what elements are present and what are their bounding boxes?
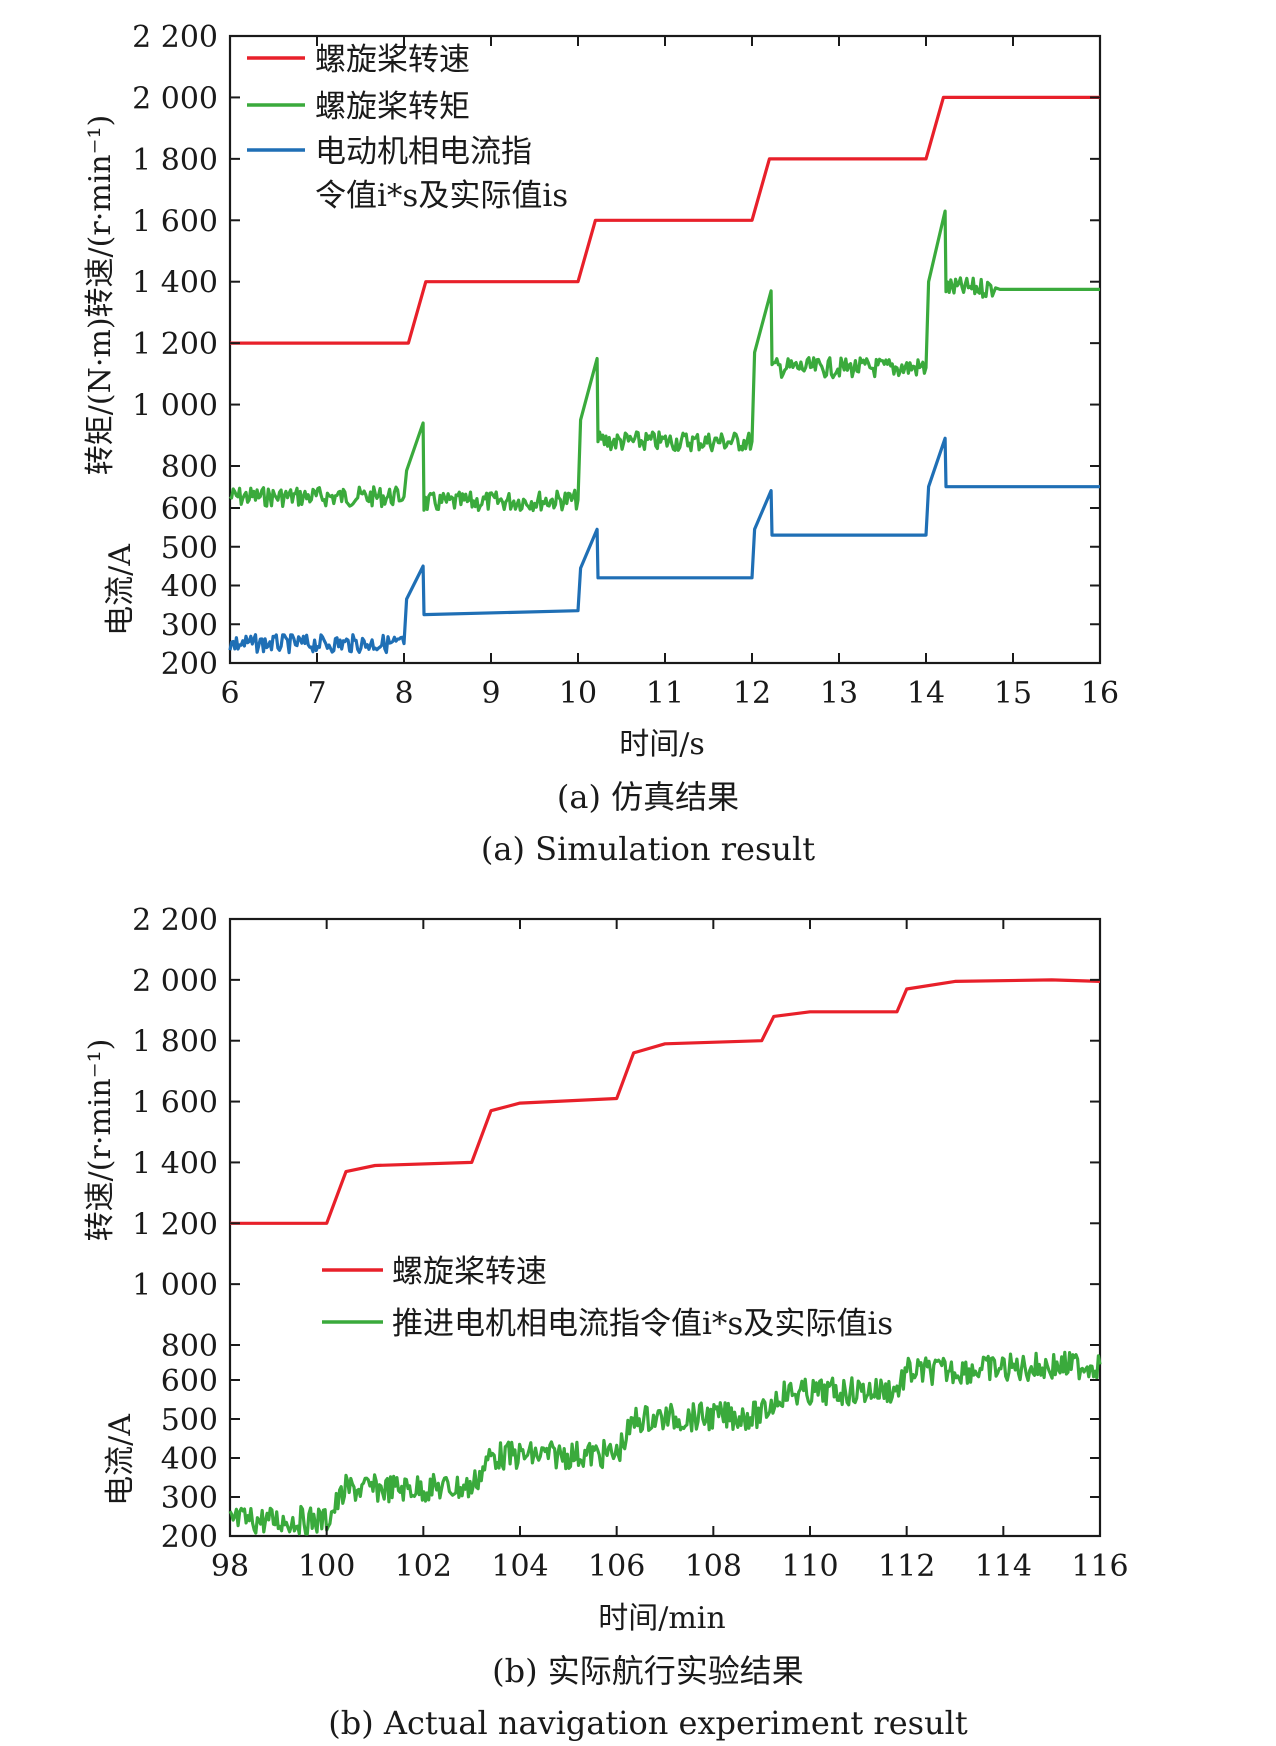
y-tick-label-upper: 1 800 [132,1025,218,1060]
legend-label-torque: 螺旋桨转矩 [315,89,470,125]
y-tick-label-upper: 1 000 [132,389,218,424]
chart-a-simulation: 6 7 8 9 10 11 12 13 14 15 16 800 1 000 1 200 1 400 1 60… [83,20,1119,868]
y-tick-label-lower: 400 [161,570,218,605]
x-tick-label: 110 [781,1549,838,1584]
y-tick-label-upper: 1 200 [132,327,218,362]
y-tick-label-upper: 1 400 [132,1146,218,1181]
series-line-speed [230,978,1101,1225]
x-tick-label: 116 [1071,1549,1128,1584]
y-tick-label-upper: 800 [161,450,218,485]
chart-b-legend: 螺旋桨转速 推进电机相电流指令值i*s及实际值is [322,1254,893,1342]
legend-label-speed: 螺旋桨转速 [315,42,470,78]
chart-b-navigation: 98 100 102 104 106 108 110 112 114 116 800 1 000 1 2… [83,903,1129,1742]
x-tick-label: 15 [994,676,1032,711]
legend-label-speed: 螺旋桨转速 [392,1254,547,1290]
series-line-current [228,436,1100,655]
chart-a-ticks: 6 7 8 9 10 11 12 13 14 15 16 800 1 000 1 200 1 400 1 60… [132,20,1119,711]
series-line-torque [228,1350,1102,1536]
y-tick-label-lower: 400 [161,1442,218,1477]
x-tick-label: 102 [395,1549,452,1584]
x-tick-label: 104 [491,1549,548,1584]
chart-b-caption-cn: (b) 实际航行实验结果 [492,1652,804,1690]
y-tick-label-upper: 800 [161,1329,218,1364]
chart-a-caption-en: (a) Simulation result [481,830,815,868]
x-tick-label: 8 [394,676,413,711]
x-tick-label: 7 [307,676,326,711]
chart-a-series-group [228,95,1100,655]
y-tick-label-upper: 2 200 [132,20,218,55]
chart-a-legend: 螺旋桨转速 螺旋桨转矩 电动机相电流指 令值i*s及实际值is [247,42,568,214]
x-tick-label: 106 [588,1549,645,1584]
y-tick-label-upper: 1 600 [132,1086,218,1121]
chart-a-ylabel-top: 转矩/(N·m)转速/(r·min⁻¹) [83,115,118,475]
chart-b-plot-frame [228,917,1102,1538]
x-tick-label: 12 [733,676,771,711]
y-tick-label-upper: 1 400 [132,266,218,301]
legend-label-current: 推进电机相电流指令值i*s及实际值is [392,1306,893,1342]
x-tick-label: 11 [646,676,684,711]
y-tick-label-upper: 1 000 [132,1268,218,1303]
x-tick-label: 114 [975,1549,1032,1584]
x-tick-label: 10 [559,676,597,711]
y-tick-label-lower: 500 [161,1403,218,1438]
chart-b-caption-en: (b) Actual navigation experiment result [328,1704,968,1742]
y-tick-label-lower: 600 [161,1364,218,1399]
y-tick-label-upper: 2 200 [132,903,218,938]
chart-a-ylabel-bottom: 电流/A [103,544,138,636]
y-tick-label-lower: 200 [161,1520,218,1555]
x-tick-label: 9 [481,676,500,711]
y-tick-label-lower: 200 [161,647,218,682]
chart-a-caption-cn: (a) 仿真结果 [557,778,739,816]
y-tick-label-lower: 300 [161,608,218,643]
series-line-speed [230,95,1100,345]
y-tick-label-upper: 2 000 [132,81,218,116]
chart-a-plot-frame [228,34,1102,665]
legend-label-current-line1: 电动机相电流指 [315,134,532,170]
y-tick-label-upper: 1 600 [132,204,218,239]
legend-label-current-line2: 令值i*s及实际值is [315,178,568,214]
chart-b-ylabel-bottom: 电流/A [103,1414,138,1506]
x-tick-label: 98 [211,1549,249,1584]
y-tick-label-lower: 500 [161,531,218,566]
chart-b-ticks: 98 100 102 104 106 108 110 112 114 116 800 1 000 1 2… [132,903,1129,1584]
y-tick-label-upper: 1 800 [132,143,218,178]
x-tick-label: 14 [907,676,945,711]
chart-b-xlabel: 时间/min [598,1601,725,1636]
series-line-torque [228,209,1100,513]
x-tick-label: 6 [220,676,239,711]
x-tick-label: 13 [820,676,858,711]
x-tick-label: 100 [298,1549,355,1584]
y-tick-label-upper: 2 000 [132,964,218,999]
chart-b-ylabel-top: 转速/(r·min⁻¹) [83,1039,118,1242]
y-tick-label-lower: 600 [161,492,218,527]
x-tick-label: 16 [1081,676,1119,711]
x-tick-label: 112 [878,1549,935,1584]
x-tick-label: 108 [685,1549,742,1584]
y-tick-label-upper: 1 200 [132,1207,218,1242]
chart-a-xlabel: 时间/s [619,727,705,762]
y-tick-label-lower: 300 [161,1481,218,1516]
chart-b-series-group [228,978,1102,1536]
